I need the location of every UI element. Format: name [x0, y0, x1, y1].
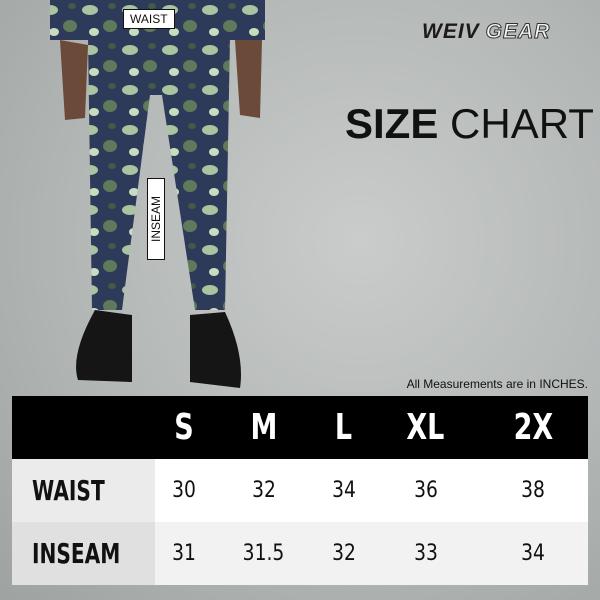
title-regular: CHART	[450, 100, 594, 147]
size-label: S	[174, 407, 194, 448]
cell-value: 31.5	[242, 541, 285, 566]
cell-value: 30	[171, 478, 196, 503]
size-table: S M L XL 2X WAIST 30 32 34 36 38 INSEAM …	[12, 396, 588, 585]
table-cell: 30	[154, 459, 213, 522]
cell-value: 36	[413, 478, 438, 503]
row-label-text: INSEAM	[32, 537, 121, 570]
waist-measure-label: WAIST	[123, 9, 175, 29]
table-cell: 32	[212, 459, 315, 522]
cell-value: 34	[521, 541, 546, 566]
cell-value: 32	[251, 478, 276, 503]
inseam-measure-text: INSEAM	[149, 195, 164, 243]
cell-value: 38	[521, 478, 546, 503]
size-label: 2X	[513, 407, 553, 448]
header-empty	[12, 396, 155, 459]
cell-value: 33	[413, 541, 438, 566]
page-title: SIZE CHART	[345, 100, 594, 148]
model-photo	[50, 0, 265, 388]
title-bold: SIZE	[345, 100, 439, 147]
brand-logo: WEIV GEAR	[422, 20, 550, 44]
size-l: L	[314, 396, 373, 459]
table-row-waist: WAIST 30 32 34 36 38	[12, 459, 588, 522]
size-label: L	[335, 407, 353, 448]
size-xl: XL	[372, 396, 479, 459]
brand-name-outline: GEAR	[485, 20, 551, 44]
header-row: S M L XL 2X	[12, 396, 588, 459]
size-label: XL	[406, 407, 445, 448]
row-label-text: WAIST	[32, 474, 105, 507]
size-2x: 2X	[478, 396, 588, 459]
cell-value: 32	[331, 541, 356, 566]
table-cell: 33	[372, 522, 479, 585]
units-note: All Measurements are in INCHES.	[406, 377, 588, 391]
size-s: S	[154, 396, 213, 459]
size-label: M	[250, 407, 278, 448]
table-cell: 36	[372, 459, 479, 522]
table-cell: 34	[314, 459, 373, 522]
table-cell: 38	[478, 459, 588, 522]
table-cell: 31.5	[212, 522, 315, 585]
table-row-inseam: INSEAM 31 31.5 32 33 34	[12, 522, 588, 585]
size-m: M	[212, 396, 315, 459]
table-cell: 31	[154, 522, 213, 585]
row-label: INSEAM	[12, 522, 155, 585]
brand-name-bold: WEIV	[422, 20, 480, 43]
cell-value: 31	[171, 541, 196, 566]
table-cell: 32	[314, 522, 373, 585]
row-label: WAIST	[12, 459, 155, 522]
table-cell: 34	[478, 522, 588, 585]
cell-value: 34	[331, 478, 356, 503]
inseam-measure-label: INSEAM	[147, 178, 165, 260]
